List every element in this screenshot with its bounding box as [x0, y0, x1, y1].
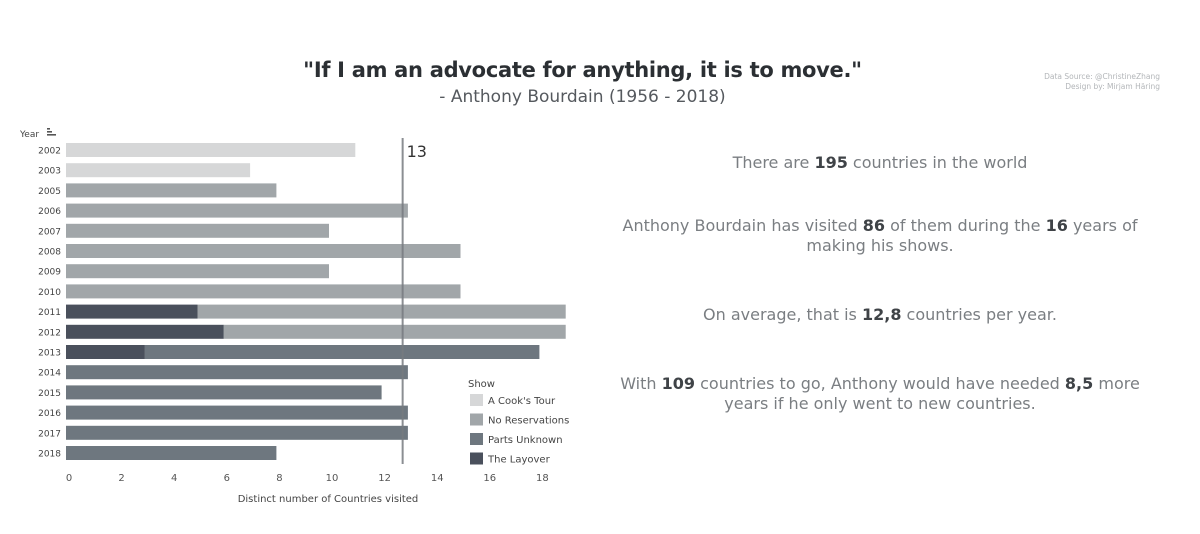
stat-countries-in-world: There are 195 countries in the world: [732, 153, 1028, 172]
bar-2007-no-reservations[interactable]: [66, 223, 329, 238]
legend-label: A Cook's Tour: [488, 396, 556, 407]
chart-title: "If I am an advocate for anything, it is…: [303, 58, 862, 82]
x-axis-title: Distinct number of Countries visited: [238, 494, 419, 505]
reference-line-label: 13: [407, 142, 427, 161]
bar-2011-no-reservations[interactable]: [197, 304, 566, 319]
x-tick-label: 8: [276, 473, 282, 484]
x-tick-label: 4: [171, 473, 177, 484]
bar-2012-the-layover[interactable]: [66, 324, 224, 339]
bar-2018-parts-unknown[interactable]: [66, 446, 277, 460]
y-tick-label: 2009: [38, 268, 61, 278]
y-tick-label: 2015: [38, 389, 61, 399]
y-tick-label: 2008: [38, 248, 61, 258]
stat-average-per-year: On average, that is 12,8 countries per y…: [703, 305, 1057, 324]
y-tick-label: 2013: [38, 349, 61, 359]
x-tick-label: 14: [431, 473, 444, 484]
y-tick-label: 2003: [38, 167, 61, 177]
y-tick-label: 2010: [38, 288, 61, 298]
bar-2002-a-cook-s-tour[interactable]: [66, 143, 356, 157]
bar-2005-no-reservations[interactable]: [66, 183, 277, 198]
y-tick-label: 2016: [38, 409, 61, 419]
legend-label: Parts Unknown: [488, 435, 563, 446]
x-tick-label: 2: [118, 473, 124, 484]
sort-icon[interactable]: [47, 128, 56, 136]
y-tick-label: 2007: [38, 227, 61, 237]
bar-2010-no-reservations[interactable]: [66, 284, 461, 299]
x-tick-label: 0: [66, 473, 72, 484]
legend-swatch[interactable]: [470, 452, 483, 465]
x-tick-label: 10: [326, 473, 339, 484]
x-tick-label: 18: [536, 473, 549, 484]
design-credit-text: Design by: Mirjam Häring: [1065, 82, 1160, 91]
x-tick-label: 16: [483, 473, 496, 484]
bar-2017-parts-unknown[interactable]: [66, 425, 408, 440]
legend-title: Show: [468, 379, 495, 390]
y-tick-label: 2017: [38, 429, 61, 439]
y-tick-label: 2006: [38, 207, 61, 217]
bar-2012-no-reservations[interactable]: [223, 324, 566, 339]
legend-label: No Reservations: [488, 416, 569, 427]
credits: Data Source: @ChristineZhang Design by: …: [1044, 72, 1160, 92]
y-tick-label: 2018: [38, 450, 61, 460]
legend-swatch[interactable]: [470, 394, 483, 406]
bar-2014-parts-unknown[interactable]: [66, 365, 408, 380]
legend: Show A Cook's Tour No Reservations Parts Un…: [468, 379, 569, 466]
bar-2006-no-reservations[interactable]: [66, 203, 408, 218]
bar-2003-a-cook-s-tour[interactable]: [66, 163, 251, 178]
bar-2013-parts-unknown[interactable]: [144, 345, 540, 359]
bar-chart: Year 20022003200520062007200820092010201…: [19, 128, 569, 505]
legend-label: The Layover: [487, 455, 551, 466]
stat-remaining-countries: With 109 countries to go, Anthony would …: [620, 374, 1140, 413]
legend-swatch[interactable]: [470, 413, 483, 426]
bar-2016-parts-unknown[interactable]: [66, 405, 408, 420]
bar-2013-the-layover[interactable]: [66, 345, 145, 359]
bar-2011-the-layover[interactable]: [66, 304, 198, 319]
x-tick-label: 6: [224, 473, 230, 484]
bar-2009-no-reservations[interactable]: [66, 264, 329, 279]
y-axis-header: Year: [19, 130, 39, 140]
bar-2015-parts-unknown[interactable]: [66, 385, 382, 400]
data-source-text: Data Source: @ChristineZhang: [1044, 72, 1160, 81]
legend-swatch[interactable]: [470, 433, 483, 445]
x-tick-label: 12: [378, 473, 391, 484]
y-tick-label: 2012: [38, 328, 61, 338]
bar-2008-no-reservations[interactable]: [66, 244, 461, 258]
chart-subtitle: - Anthony Bourdain (1956 - 2018): [439, 87, 726, 107]
y-tick-label: 2005: [38, 187, 61, 197]
y-tick-label: 2014: [38, 369, 61, 379]
stat-countries-visited: Anthony Bourdain has visited 86 of them …: [622, 216, 1138, 255]
y-tick-label: 2002: [38, 147, 61, 157]
y-tick-label: 2011: [38, 308, 61, 318]
